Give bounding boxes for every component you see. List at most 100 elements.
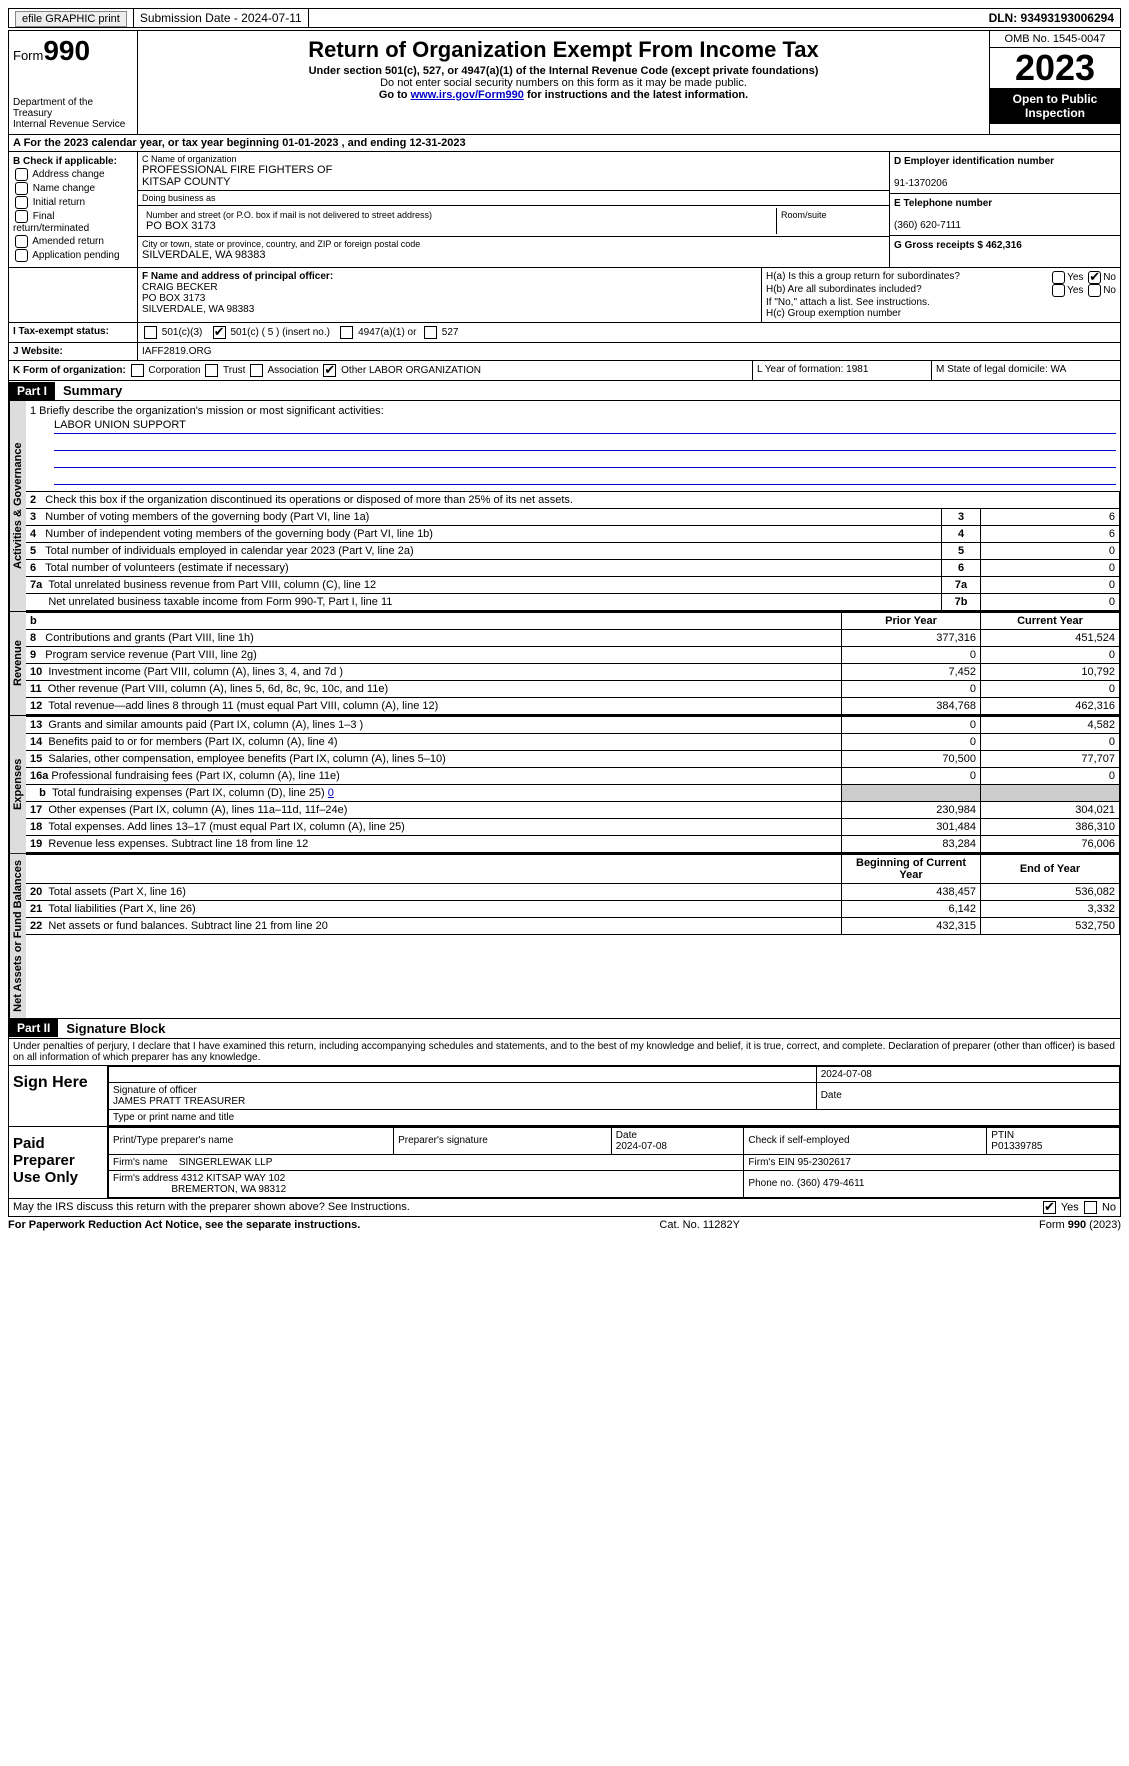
prep-date: 2024-07-08 <box>616 1141 667 1152</box>
mission-text: LABOR UNION SUPPORT <box>54 419 1116 434</box>
prep-sig-label: Preparer's signature <box>394 1127 612 1154</box>
form-ref: Form 990 (2023) <box>1039 1219 1121 1231</box>
part1-header: Part I Summary <box>8 381 1121 401</box>
org-name-field: C Name of organization PROFESSIONAL FIRE… <box>138 152 889 191</box>
website-row: J Website: IAFF2819.ORG <box>8 343 1121 361</box>
hb-yes[interactable] <box>1052 284 1065 297</box>
chk-4947[interactable] <box>340 326 353 339</box>
officer-block: F Name and address of principal officer:… <box>138 268 762 322</box>
city-field: City or town, state or province, country… <box>138 237 889 263</box>
section-a: A For the 2023 calendar year, or tax yea… <box>8 135 1121 152</box>
revenue-table: bPrior YearCurrent Year 8 Contributions … <box>26 612 1120 715</box>
header-right: OMB No. 1545-0047 2023 Open to Public In… <box>989 31 1120 134</box>
chk-501c[interactable] <box>213 326 226 339</box>
phone-field: E Telephone number (360) 620-7111 <box>890 194 1120 236</box>
part1-label: Part I <box>9 382 55 400</box>
chk-trust[interactable] <box>205 364 218 377</box>
hb-label: H(b) Are all subordinates included? <box>766 284 922 297</box>
irs-link[interactable]: www.irs.gov/Form990 <box>411 89 524 101</box>
part2-label: Part II <box>9 1019 58 1037</box>
chk-pending[interactable]: Application pending <box>13 249 133 262</box>
chk-name[interactable]: Name change <box>13 182 133 195</box>
vert-governance: Activities & Governance <box>9 401 26 611</box>
cat-no: Cat. No. 11282Y <box>659 1219 740 1231</box>
submission-date: Submission Date - 2024-07-11 <box>134 9 309 27</box>
discuss-no[interactable] <box>1084 1201 1097 1214</box>
col-c: C Name of organization PROFESSIONAL FIRE… <box>138 152 890 267</box>
state-domicile: M State of legal domicile: WA <box>932 361 1120 380</box>
col-d: D Employer identification number 91-1370… <box>890 152 1120 267</box>
chk-address[interactable]: Address change <box>13 168 133 181</box>
vert-net: Net Assets or Fund Balances <box>9 854 26 1018</box>
chk-amended[interactable]: Amended return <box>13 235 133 248</box>
net-table: Beginning of Current YearEnd of Year 20 … <box>26 854 1120 935</box>
efile-print: efile GRAPHIC print <box>9 9 134 27</box>
header-mid: Return of Organization Exempt From Incom… <box>138 31 989 134</box>
print-label: Print/Type preparer's name <box>109 1127 394 1154</box>
revenue-section: Revenue bPrior YearCurrent Year 8 Contri… <box>8 612 1121 716</box>
ptin: P01339785 <box>991 1141 1042 1152</box>
hc-label: H(c) Group exemption number <box>766 308 1116 319</box>
form-subtitle: Under section 501(c), 527, or 4947(a)(1)… <box>142 65 985 77</box>
dba-field: Doing business as <box>138 191 889 206</box>
ssn-note: Do not enter social security numbers on … <box>142 77 985 89</box>
top-bar: efile GRAPHIC print Submission Date - 20… <box>8 8 1121 28</box>
officer-name: JAMES PRATT TREASURER <box>113 1096 245 1107</box>
form-header: Form990 Department of the Treasury Inter… <box>8 30 1121 135</box>
perjury-text: Under penalties of perjury, I declare th… <box>8 1039 1121 1066</box>
header-left: Form990 Department of the Treasury Inter… <box>9 31 138 134</box>
hb-note: If "No," attach a list. See instructions… <box>766 297 1116 308</box>
vert-revenue: Revenue <box>9 612 26 715</box>
col-b-checkboxes: B Check if applicable: Address change Na… <box>9 152 138 267</box>
sign-here-label: Sign Here <box>9 1066 108 1126</box>
ha-yes[interactable] <box>1052 271 1065 284</box>
sign-date: 2024-07-08 <box>816 1066 1119 1082</box>
governance-section: Activities & Governance 1 Briefly descri… <box>8 401 1121 612</box>
vert-expenses: Expenses <box>9 716 26 853</box>
expenses-table: 13 Grants and similar amounts paid (Part… <box>26 716 1120 853</box>
chk-other[interactable] <box>323 364 336 377</box>
form-org-row: K Form of organization: Corporation Trus… <box>8 361 1121 381</box>
ha-no[interactable] <box>1088 271 1101 284</box>
ein-field: D Employer identification number 91-1370… <box>890 152 1120 194</box>
mission-q: 1 Briefly describe the organization's mi… <box>30 405 1116 417</box>
tax-exempt-row: I Tax-exempt status: 501(c)(3) 501(c) ( … <box>8 323 1121 343</box>
officer-h-row: F Name and address of principal officer:… <box>8 268 1121 323</box>
sign-here-section: Sign Here 2024-07-08 Signature of office… <box>8 1066 1121 1127</box>
col-b-label: B Check if applicable: <box>13 156 117 167</box>
h-section: H(a) Is this a group return for subordin… <box>762 268 1120 322</box>
firm-addr1: 4312 KITSAP WAY 102 <box>181 1173 285 1184</box>
part2-header: Part II Signature Block <box>8 1019 1121 1039</box>
gross-field: G Gross receipts $ 462,316 <box>890 236 1120 255</box>
omb-number: OMB No. 1545-0047 <box>990 31 1120 48</box>
dln: DLN: 93493193006294 <box>983 9 1120 27</box>
chk-527[interactable] <box>424 326 437 339</box>
firm-ein: 95-2302617 <box>798 1157 851 1168</box>
discuss-row: May the IRS discuss this return with the… <box>8 1199 1121 1217</box>
self-emp-check[interactable]: Check if self-employed <box>748 1135 849 1146</box>
chk-final[interactable]: Final return/terminated <box>13 210 133 234</box>
expenses-section: Expenses 13 Grants and similar amounts p… <box>8 716 1121 854</box>
form-number: Form990 <box>13 35 133 67</box>
firm-name: SINGERLEWAK LLP <box>179 1157 273 1168</box>
paperwork-notice: For Paperwork Reduction Act Notice, see … <box>8 1219 360 1231</box>
gov-table: 2 Check this box if the organization dis… <box>26 491 1120 611</box>
part1-title: Summary <box>55 381 130 400</box>
chk-initial[interactable]: Initial return <box>13 196 133 209</box>
form-title: Return of Organization Exempt From Incom… <box>142 37 985 63</box>
chk-assoc[interactable] <box>250 364 263 377</box>
chk-corp[interactable] <box>131 364 144 377</box>
goto-line: Go to www.irs.gov/Form990 for instructio… <box>142 89 985 101</box>
part2-title: Signature Block <box>58 1019 173 1038</box>
paid-preparer-section: Paid Preparer Use Only Print/Type prepar… <box>8 1127 1121 1199</box>
open-inspection: Open to Public Inspection <box>990 88 1120 124</box>
tax-year: 2023 <box>990 48 1120 88</box>
discuss-yes[interactable] <box>1043 1201 1056 1214</box>
website-value: IAFF2819.ORG <box>138 343 1120 360</box>
hb-no[interactable] <box>1088 284 1101 297</box>
paid-label: Paid Preparer Use Only <box>9 1127 108 1198</box>
info-grid: B Check if applicable: Address change Na… <box>8 152 1121 268</box>
firm-phone: (360) 479-4611 <box>797 1178 865 1189</box>
chk-501c3[interactable] <box>144 326 157 339</box>
firm-addr2: BREMERTON, WA 98312 <box>171 1184 286 1195</box>
